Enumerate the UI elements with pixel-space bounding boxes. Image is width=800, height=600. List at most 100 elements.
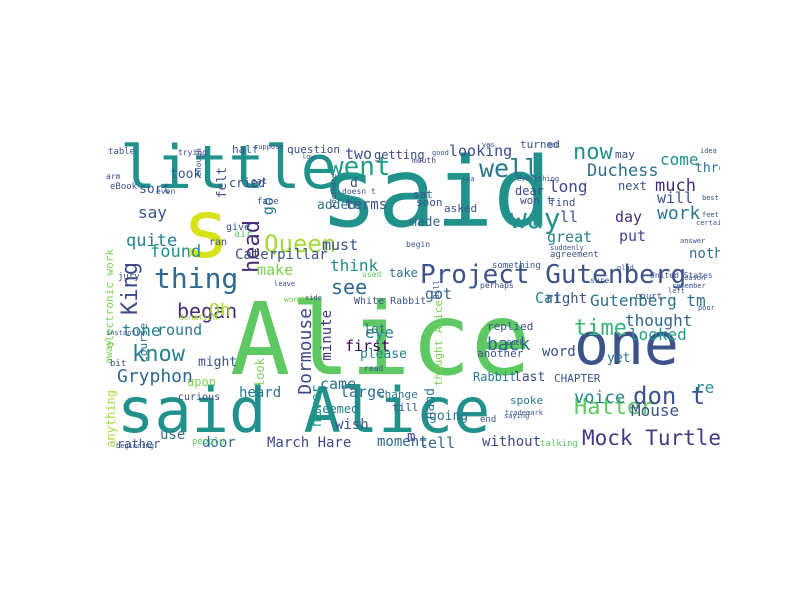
word-cloud-word: m: [407, 429, 416, 445]
word-cloud-word: thought: [625, 311, 693, 330]
word-cloud-word: question: [287, 143, 340, 156]
word-cloud-word: see: [331, 275, 368, 299]
word-cloud-word: minute: [319, 310, 335, 361]
word-cloud-word: thought Alice: [432, 300, 445, 387]
word-cloud-word: remember: [672, 282, 706, 290]
word-cloud-word: find: [549, 196, 576, 209]
word-cloud-word: looked: [629, 325, 687, 344]
word-cloud-word: say: [138, 203, 167, 222]
word-cloud-word: Alice: [230, 281, 532, 398]
word-cloud-word: cried: [229, 176, 266, 190]
word-cloud-word: got: [425, 285, 453, 303]
word-cloud-word: feet: [702, 211, 719, 219]
word-cloud-word: won t: [520, 194, 554, 207]
word-cloud-word: word: [542, 344, 576, 360]
word-cloud-word: everything: [517, 175, 560, 183]
word-cloud-word: read: [364, 364, 384, 373]
word-cloud-word: next: [618, 179, 647, 193]
word-cloud-word: will: [657, 189, 694, 207]
word-cloud-word: work: [657, 203, 701, 224]
word-cloud-word: Caterpillar: [235, 247, 328, 263]
word-cloud-word: even: [156, 187, 176, 196]
word-cloud-word: poor: [698, 304, 715, 312]
word-cloud-word: Dormouse: [295, 308, 316, 395]
word-cloud-word: much: [655, 176, 696, 196]
word-cloud-word: rather: [117, 437, 161, 451]
word-cloud-word: eye: [365, 323, 394, 342]
word-cloud-word: d: [350, 176, 358, 191]
word-cloud-word: sat: [413, 188, 433, 201]
word-cloud-word: Gutenberg tm: [590, 291, 706, 310]
word-cloud-word: table: [108, 147, 136, 157]
word-cloud-word: three: [695, 161, 720, 176]
word-cloud-word: began: [177, 299, 238, 323]
word-cloud-word: must: [322, 236, 359, 254]
word-cloud-word: upon: [187, 375, 216, 389]
word-cloud-word: eat: [251, 177, 268, 187]
word-cloud-word: bit: [110, 359, 127, 369]
word-cloud-word: answer: [680, 237, 706, 245]
word-cloud-word: suppose: [254, 143, 284, 151]
word-cloud-word: looking: [449, 142, 513, 160]
word-cloud-word: soon: [416, 196, 443, 209]
word-cloud-word: found: [150, 242, 202, 262]
word-cloud-word: Mock Turtle: [582, 426, 720, 450]
word-cloud-word: great: [547, 228, 593, 246]
word-cloud-word: half: [232, 143, 259, 156]
word-cloud-word: Hatter: [574, 395, 654, 420]
word-cloud-word: may: [615, 148, 635, 161]
word-cloud-word: terms: [345, 197, 388, 213]
word-cloud-word: end: [480, 415, 497, 425]
word-cloud-word: well: [479, 154, 540, 183]
word-cloud-word: might: [198, 355, 238, 370]
word-cloud-word: heard: [239, 385, 282, 401]
word-cloud-word: take: [389, 266, 418, 280]
word-cloud-word: reason: [680, 274, 706, 282]
word-cloud-word: sort: [139, 182, 171, 197]
word-cloud-word: two: [345, 145, 373, 163]
word-cloud-word: please: [360, 347, 407, 362]
word-cloud-word: last: [514, 370, 546, 385]
word-cloud-word: put: [619, 227, 647, 245]
word-cloud-word: something: [492, 261, 541, 271]
word-cloud-word: wonder: [284, 295, 313, 304]
word-cloud-word: idea: [700, 147, 717, 155]
word-cloud-word: left: [668, 287, 685, 295]
word-cloud-word: beginning: [116, 442, 154, 450]
word-cloud-word: door: [202, 435, 236, 451]
word-cloud-word: took: [170, 167, 202, 182]
word-cloud-word: tone: [122, 321, 161, 340]
word-cloud-word: talking: [540, 439, 578, 449]
word-cloud-word: let: [364, 322, 386, 336]
word-cloud-word: thing: [154, 262, 239, 295]
word-cloud-word: air: [234, 229, 253, 240]
word-cloud-word: yes: [482, 141, 495, 149]
word-cloud-word: turned: [520, 140, 560, 151]
word-cloud-word: back: [487, 334, 531, 355]
word-cloud-word: Footnote: [330, 174, 338, 208]
word-cloud-word: another: [477, 347, 524, 360]
word-cloud-word: made: [409, 215, 441, 230]
word-cloud-word: way: [510, 202, 561, 235]
word-cloud-word: know: [132, 342, 185, 367]
word-cloud-word: felt: [215, 167, 230, 199]
word-cloud-word: said Alice: [117, 374, 491, 447]
word-cloud-word: tell: [419, 434, 456, 452]
word-cloud-word: ll: [560, 208, 579, 226]
word-cloud-word: curious: [178, 392, 221, 403]
word-cloud-word: till: [392, 401, 419, 414]
word-cloud-word: King: [118, 262, 143, 315]
word-cloud-word: Mouse: [631, 401, 680, 420]
word-cloud-word: said: [320, 140, 552, 249]
word-cloud-word: moment: [377, 434, 428, 450]
word-cloud-word: doesn t: [342, 187, 376, 196]
word-cloud-word: White Rabbit: [354, 296, 427, 307]
word-cloud-word: Project Gutenberg: [420, 260, 687, 290]
word-cloud-word: court: [635, 292, 663, 302]
word-cloud-word: sea: [462, 175, 475, 183]
word-cloud-word: good: [432, 149, 449, 157]
word-cloud-word: trademark: [505, 409, 543, 417]
word-cloud-word: dear: [515, 184, 544, 198]
word-cloud-word: mad: [547, 141, 560, 149]
word-cloud-word: change: [378, 388, 418, 401]
